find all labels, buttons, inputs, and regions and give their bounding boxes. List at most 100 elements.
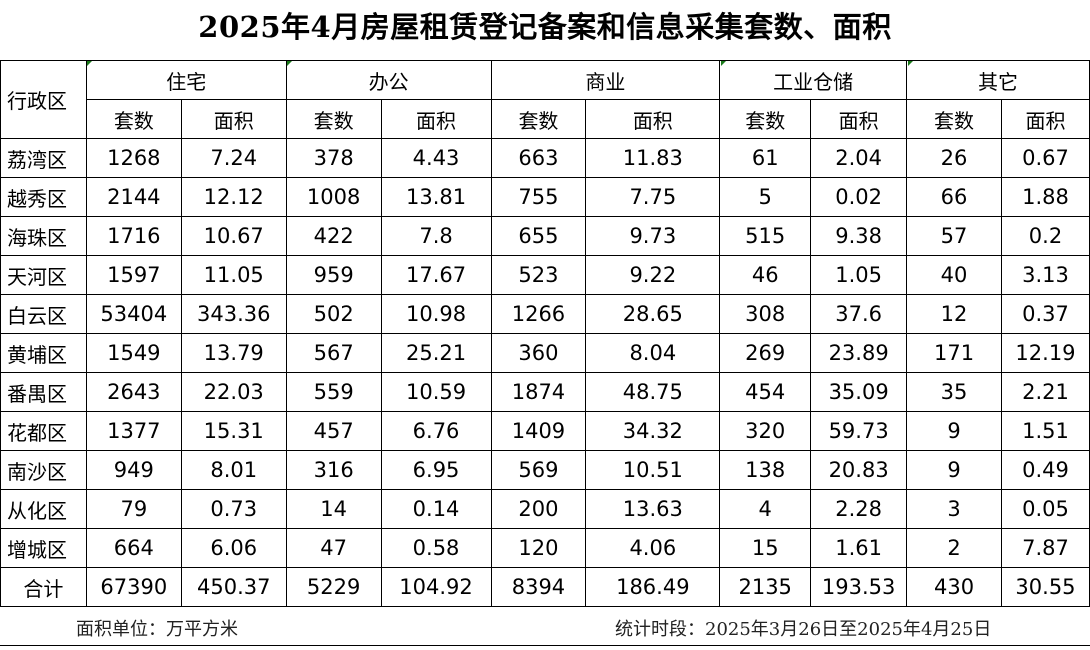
area-cell: 22.03	[180, 372, 287, 412]
area-cell: 59.73	[810, 411, 908, 451]
total-row: 合计 67390 450.37 5229 104.92 8394 186.49 2135 193…	[0, 567, 1090, 607]
district-cell: 合计	[0, 567, 87, 607]
area-cell: 7.87	[1000, 528, 1090, 568]
area-cell: 25.21	[380, 333, 492, 373]
area-cell: 4.43	[380, 138, 492, 178]
cell-comment-marker	[287, 61, 292, 66]
area-cell: 7.75	[585, 177, 721, 217]
area-cell: 35.09	[810, 372, 908, 412]
count-cell: 1409	[490, 411, 587, 451]
subheader-count: 套数	[490, 99, 587, 139]
district-cell: 花都区	[0, 411, 87, 451]
count-cell: 46	[719, 255, 812, 295]
area-cell: 10.51	[585, 450, 721, 490]
table-row: 天河区 1597 11.05 959 17.67 523 9.22 46 1.05 40 3.13	[0, 255, 1090, 295]
area-cell: 1.05	[810, 255, 908, 295]
count-cell: 47	[285, 528, 382, 568]
count-cell: 655	[490, 216, 587, 256]
cell-comment-marker	[87, 61, 92, 66]
group-header-other: 其它	[906, 60, 1090, 100]
district-cell: 增城区	[0, 528, 87, 568]
area-cell: 8.01	[180, 450, 287, 490]
count-cell: 9	[906, 411, 1002, 451]
count-cell: 171	[906, 333, 1002, 373]
district-cell: 番禺区	[0, 372, 87, 412]
subheader-count: 套数	[906, 99, 1002, 139]
area-cell: 2.28	[810, 489, 908, 529]
count-cell: 1266	[490, 294, 587, 334]
table-row: 花都区 1377 15.31 457 6.76 1409 34.32 320 59.73 9 1.5…	[0, 411, 1090, 451]
count-cell: 138	[719, 450, 812, 490]
area-cell: 3.13	[1000, 255, 1090, 295]
district-cell: 天河区	[0, 255, 87, 295]
area-cell: 8.04	[585, 333, 721, 373]
area-cell: 23.89	[810, 333, 908, 373]
area-cell: 11.83	[585, 138, 721, 178]
table-row: 南沙区 949 8.01 316 6.95 569 10.51 138 20.83 9 0.49	[0, 450, 1090, 490]
district-cell: 南沙区	[0, 450, 87, 490]
subheader-count: 套数	[719, 99, 812, 139]
area-cell: 20.83	[810, 450, 908, 490]
area-cell: 0.2	[1000, 216, 1090, 256]
table-row: 白云区 53404 343.36 502 10.98 1266 28.65 308 37.6 12…	[0, 294, 1090, 334]
count-cell: 67390	[85, 567, 182, 607]
area-cell: 0.02	[810, 177, 908, 217]
group-header-office: 办公	[285, 60, 492, 100]
count-cell: 523	[490, 255, 587, 295]
district-cell: 黄埔区	[0, 333, 87, 373]
area-cell: 7.24	[180, 138, 287, 178]
table-row: 黄埔区 1549 13.79 567 25.21 360 8.04 269 23.89 171 12…	[0, 333, 1090, 373]
count-cell: 53404	[85, 294, 182, 334]
count-cell: 9	[906, 450, 1002, 490]
area-cell: 343.36	[180, 294, 287, 334]
count-cell: 422	[285, 216, 382, 256]
count-cell: 569	[490, 450, 587, 490]
district-cell: 白云区	[0, 294, 87, 334]
count-cell: 2144	[85, 177, 182, 217]
count-cell: 430	[906, 567, 1002, 607]
count-cell: 5229	[285, 567, 382, 607]
count-cell: 269	[719, 333, 812, 373]
count-cell: 1008	[285, 177, 382, 217]
area-cell: 30.55	[1000, 567, 1090, 607]
area-cell: 4.06	[585, 528, 721, 568]
count-cell: 4	[719, 489, 812, 529]
count-cell: 61	[719, 138, 812, 178]
area-cell: 7.8	[380, 216, 492, 256]
count-cell: 12	[906, 294, 1002, 334]
subheader-area: 面积	[1000, 99, 1090, 139]
count-cell: 35	[906, 372, 1002, 412]
area-cell: 13.63	[585, 489, 721, 529]
area-cell: 37.6	[810, 294, 908, 334]
area-cell: 186.49	[585, 567, 721, 607]
group-header-residential: 住宅	[85, 60, 287, 100]
count-cell: 1549	[85, 333, 182, 373]
area-cell: 1.61	[810, 528, 908, 568]
count-cell: 664	[85, 528, 182, 568]
table-row: 越秀区 2144 12.12 1008 13.81 755 7.75 5 0.02 66 1.88	[0, 177, 1090, 217]
area-unit-note: 面积单位：万平方米	[76, 619, 238, 640]
area-cell: 9.22	[585, 255, 721, 295]
subheader-count: 套数	[85, 99, 182, 139]
subheader-area: 面积	[585, 99, 721, 139]
area-cell: 450.37	[180, 567, 287, 607]
count-cell: 120	[490, 528, 587, 568]
rental-registration-table: 行政区 住宅 办公 商业 工业仓储 其它 套数 面积 套数 面积 套数 面积 套数 面积 套数面…	[0, 60, 1090, 607]
area-cell: 10.67	[180, 216, 287, 256]
area-cell: 28.65	[585, 294, 721, 334]
area-cell: 0.49	[1000, 450, 1090, 490]
area-cell: 10.98	[380, 294, 492, 334]
area-cell: 11.05	[180, 255, 287, 295]
count-cell: 308	[719, 294, 812, 334]
table-row: 增城区 664 6.06 47 0.58 120 4.06 15 1.61 2 7.87	[0, 528, 1090, 568]
count-cell: 26	[906, 138, 1002, 178]
table-row: 从化区 79 0.73 14 0.14 200 13.63 4 2.28 3 0.05	[0, 489, 1090, 529]
area-cell: 13.79	[180, 333, 287, 373]
count-cell: 79	[85, 489, 182, 529]
count-cell: 1716	[85, 216, 182, 256]
count-cell: 320	[719, 411, 812, 451]
count-cell: 1874	[490, 372, 587, 412]
table-row: 番禺区 2643 22.03 559 10.59 1874 48.75 454 35.09 35 2…	[0, 372, 1090, 412]
area-cell: 0.73	[180, 489, 287, 529]
count-cell: 2643	[85, 372, 182, 412]
